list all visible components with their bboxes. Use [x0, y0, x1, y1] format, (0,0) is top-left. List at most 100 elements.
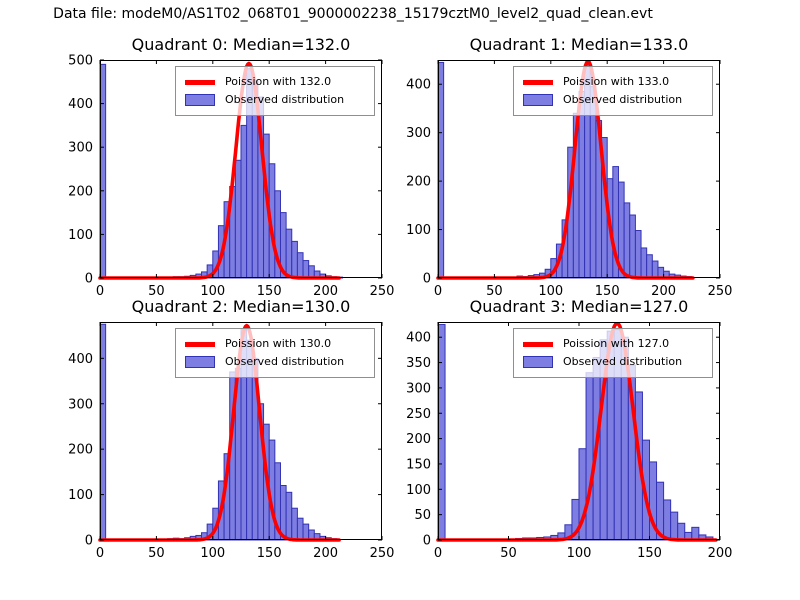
histogram-bar: [578, 90, 586, 279]
legend-label: Poission with 127.0: [563, 337, 670, 350]
x-tick-label: 100: [567, 546, 592, 561]
x-tick-label: 200: [313, 546, 338, 561]
poisson-line-swatch: [523, 341, 553, 347]
histogram-bar: [437, 324, 446, 541]
histogram-bar: [585, 372, 594, 541]
legend: Poission with 133.0 Observed distributio…: [513, 66, 713, 116]
histogram-bar: [677, 522, 686, 541]
x-tick-label: 50: [500, 546, 517, 561]
legend-label: Observed distribution: [563, 355, 683, 368]
y-tick-label: 0: [423, 272, 431, 287]
x-tick-label: 100: [538, 284, 563, 299]
histogram-swatch: [185, 356, 215, 368]
x-tick-label: 150: [257, 546, 282, 561]
legend: Poission with 132.0 Observed distributio…: [175, 66, 375, 116]
y-tick-label: 0: [85, 272, 93, 287]
legend-entry-observed: Observed distribution: [523, 354, 703, 370]
legend-entry-poisson: Poission with 133.0: [523, 74, 703, 90]
x-tick-label: 200: [313, 284, 338, 299]
histogram-bar: [691, 526, 700, 541]
x-tick-label: 0: [434, 546, 442, 561]
y-tick-label: 200: [68, 443, 93, 458]
y-tick-label: 50: [414, 508, 431, 523]
x-tick-label: 50: [486, 284, 503, 299]
poisson-line-swatch: [185, 341, 215, 347]
legend-label: Observed distribution: [225, 93, 345, 106]
y-tick-label: 0: [85, 534, 93, 549]
histogram-bar: [291, 507, 298, 541]
legend: Poission with 130.0 Observed distributio…: [175, 328, 375, 378]
y-tick-label: 400: [68, 97, 93, 112]
legend-label: Poission with 133.0: [563, 75, 670, 88]
histogram-bar: [308, 265, 315, 279]
y-tick-label: 300: [406, 126, 431, 141]
subplot-title: Quadrant 0: Median=132.0: [131, 35, 351, 54]
histogram-bar: [234, 159, 242, 279]
x-tick-label: 200: [708, 546, 733, 561]
y-tick-label: 300: [68, 141, 93, 156]
histogram-bar: [285, 228, 293, 279]
histogram-swatch: [523, 356, 553, 368]
histogram-bar: [296, 517, 304, 541]
subplot-quadrant-0: Quadrant 0: Median=132.0 0 50 100 150 200 250…: [68, 35, 394, 300]
y-tick-label: 300: [68, 397, 93, 412]
subplot-quadrant-2: Quadrant 2: Median=130.0 0 50 100 150 200 250…: [68, 297, 394, 561]
axes-frame: [100, 322, 382, 540]
y-tick-label: 400: [68, 352, 93, 367]
figure-title: Data file: modeM0/AS1T02_068T01_90000022…: [53, 6, 653, 22]
y-tick-label: 250: [406, 407, 431, 422]
histogram-bar: [302, 260, 310, 279]
y-tick-label: 200: [406, 175, 431, 190]
histogram-bar: [629, 214, 636, 279]
histogram-swatch: [523, 94, 553, 106]
x-tick-label: 250: [708, 284, 733, 299]
y-tick-label: 100: [406, 483, 431, 498]
histogram-bar: [291, 240, 298, 279]
legend-label: Observed distribution: [225, 355, 345, 368]
legend-label: Observed distribution: [563, 93, 683, 106]
legend-entry-observed: Observed distribution: [523, 92, 703, 108]
y-tick-label: 150: [406, 457, 431, 472]
y-tick-label: 300: [406, 381, 431, 396]
x-tick-label: 150: [257, 284, 282, 299]
y-tick-label: 100: [68, 228, 93, 243]
x-tick-label: 0: [434, 284, 442, 299]
legend: Poission with 127.0 Observed distributio…: [513, 328, 713, 378]
plot-area-quadrant-0: 0 50 100 150 200 250 0 100 200 300 400 500: [68, 54, 394, 300]
x-tick-label: 50: [148, 284, 165, 299]
y-tick-label: 500: [68, 54, 93, 69]
x-tick-label: 150: [595, 284, 620, 299]
plot-area-quadrant-3: 0 50 100 150 200 0 50 100 150 200 250 300 350 400: [406, 322, 732, 561]
subplot-quadrant-3: Quadrant 3: Median=127.0 0 50 100 150 200 0 50…: [406, 297, 732, 561]
subplot-quadrant-1: Quadrant 1: Median=133.0 0 50 100 150 200 250…: [406, 35, 732, 299]
plot-area-quadrant-1: 0 50 100 150 200 250 0 100 200 300 400: [406, 60, 732, 299]
histogram-swatch: [185, 94, 215, 106]
histogram-bar: [634, 230, 642, 279]
histogram-bar: [663, 499, 672, 541]
y-tick-label: 350: [406, 356, 431, 371]
y-tick-label: 400: [406, 331, 431, 346]
x-tick-label: 150: [637, 546, 662, 561]
legend-entry-poisson: Poission with 127.0: [523, 336, 703, 352]
histogram-bar: [240, 124, 248, 279]
histogram-bar: [296, 252, 304, 279]
histogram-bar: [302, 523, 310, 541]
histogram-bar: [640, 247, 648, 279]
x-tick-label: 250: [370, 546, 395, 561]
histogram-bar: [651, 260, 659, 279]
y-tick-label: 100: [406, 223, 431, 238]
legend-label: Poission with 130.0: [225, 337, 332, 350]
histogram-bar: [670, 511, 679, 541]
x-tick-label: 0: [96, 546, 104, 561]
x-tick-label: 100: [200, 284, 225, 299]
histogram-bar: [646, 254, 653, 279]
axes-frame: [438, 60, 720, 278]
axes-frame: [100, 60, 382, 278]
subplot-title: Quadrant 3: Median=127.0: [469, 297, 689, 316]
x-tick-label: 200: [651, 284, 676, 299]
legend-entry-observed: Observed distribution: [185, 92, 365, 108]
x-tick-label: 250: [370, 284, 395, 299]
y-tick-label: 400: [406, 78, 431, 93]
x-tick-label: 0: [96, 284, 104, 299]
